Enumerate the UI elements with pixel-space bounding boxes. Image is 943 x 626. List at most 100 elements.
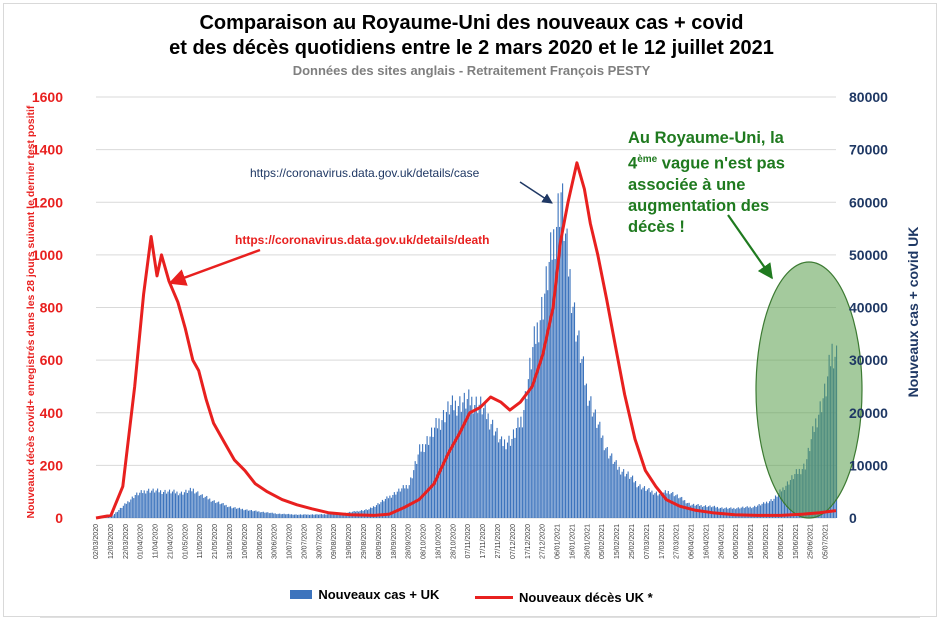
cases-bar bbox=[505, 449, 506, 518]
cases-bar bbox=[611, 453, 612, 518]
left-axis-tick-label: 1600 bbox=[32, 89, 63, 105]
fourth-wave-note: Au Royaume-Uni, la 4ème vague n'est pas … bbox=[628, 128, 828, 238]
cases-bar bbox=[267, 512, 268, 518]
cases-bar bbox=[456, 416, 457, 518]
cases-bar bbox=[571, 313, 572, 518]
x-axis-tick-label: 08/09/2020 bbox=[376, 524, 383, 559]
cases-bar bbox=[544, 294, 545, 518]
cases-bar bbox=[625, 476, 626, 518]
cases-bar bbox=[170, 493, 171, 518]
cases-bar bbox=[395, 495, 396, 518]
cases-bar bbox=[212, 501, 213, 518]
right-axis-tick-label: 20000 bbox=[849, 405, 888, 421]
cases-bar bbox=[494, 435, 495, 518]
cases-bar bbox=[203, 498, 204, 518]
cases-bar bbox=[169, 490, 170, 518]
cases-bar bbox=[142, 493, 143, 518]
cases-bar bbox=[549, 262, 550, 518]
right-axis-tick-label: 0 bbox=[849, 510, 857, 526]
cases-bar bbox=[581, 359, 582, 518]
cases-bar bbox=[510, 446, 511, 518]
cases-bar bbox=[281, 514, 282, 518]
cases-bar bbox=[550, 232, 551, 518]
x-axis-tick-label: 20/06/2020 bbox=[257, 524, 264, 559]
case-source-annotation: https://coronavirus.data.gov.uk/details/… bbox=[250, 166, 480, 180]
x-axis-tick-label: 28/09/2020 bbox=[406, 524, 413, 559]
cases-bar bbox=[468, 389, 469, 518]
cases-bar bbox=[619, 467, 620, 518]
x-axis-tick-label: 17/11/2020 bbox=[480, 524, 487, 559]
x-axis-tick-label: 06/04/2021 bbox=[689, 524, 696, 559]
cases-bar bbox=[117, 512, 118, 518]
legend-swatch-deaths bbox=[475, 596, 513, 599]
cases-bar bbox=[157, 489, 158, 518]
cases-bar bbox=[653, 495, 654, 518]
cases-bar bbox=[188, 490, 189, 518]
cases-bar bbox=[572, 307, 573, 518]
cases-bar bbox=[452, 395, 453, 518]
cases-bar bbox=[249, 510, 250, 518]
right-axis-tick-label: 60000 bbox=[849, 194, 888, 210]
cases-bar bbox=[628, 471, 629, 518]
x-axis-tick-label: 30/07/2020 bbox=[316, 524, 323, 559]
cases-bar bbox=[584, 385, 585, 518]
cases-bar bbox=[632, 476, 633, 518]
cases-bar bbox=[123, 506, 124, 518]
cases-bar bbox=[644, 486, 645, 518]
cases-bar bbox=[394, 492, 395, 518]
left-axis-tick-label: 600 bbox=[40, 352, 64, 368]
x-axis-tick-label: 02/03/2020 bbox=[93, 524, 100, 559]
cases-bar bbox=[115, 512, 116, 518]
cases-bar bbox=[470, 405, 471, 518]
cases-bar bbox=[190, 488, 191, 518]
cases-bar bbox=[471, 397, 472, 518]
cases-bar bbox=[586, 384, 587, 518]
cases-bar bbox=[634, 482, 635, 518]
x-axis-tick-label: 10/07/2020 bbox=[287, 524, 294, 559]
cases-bar bbox=[325, 515, 326, 518]
cases-bar bbox=[245, 510, 246, 518]
cases-bar bbox=[592, 417, 593, 518]
x-axis-tick-label: 05/02/2021 bbox=[599, 524, 606, 559]
cases-bar bbox=[255, 511, 256, 519]
cases-bar bbox=[455, 401, 456, 518]
cases-bar bbox=[736, 508, 737, 518]
cases-bar bbox=[648, 488, 649, 518]
cases-bar bbox=[136, 493, 137, 518]
cases-bar bbox=[318, 515, 319, 518]
cases-bar bbox=[540, 320, 541, 518]
cases-bar bbox=[398, 489, 399, 518]
x-axis-tick-label: 09/08/2020 bbox=[331, 524, 338, 559]
legend-item-deaths: Nouveaux décès UK * bbox=[475, 590, 653, 605]
cases-bar bbox=[120, 508, 121, 518]
cases-bar bbox=[674, 496, 675, 518]
cases-bar bbox=[523, 410, 524, 518]
x-axis-tick-label: 27/11/2020 bbox=[495, 524, 502, 559]
cases-bar bbox=[197, 491, 198, 518]
x-axis-tick-label: 26/04/2021 bbox=[718, 524, 725, 559]
cases-bar bbox=[541, 297, 542, 518]
cases-bar bbox=[407, 489, 408, 518]
cases-bar bbox=[654, 493, 655, 518]
cases-bar bbox=[397, 492, 398, 518]
cases-bar bbox=[623, 469, 624, 518]
cases-bar bbox=[616, 460, 617, 518]
cases-bar bbox=[635, 481, 636, 518]
cases-bar bbox=[284, 514, 285, 518]
cases-bar bbox=[534, 326, 535, 518]
cases-bar bbox=[138, 495, 139, 518]
cases-bar bbox=[638, 486, 639, 518]
x-axis-tick-label: 31/05/2020 bbox=[227, 524, 234, 559]
cases-bar bbox=[500, 439, 501, 518]
cases-bar bbox=[668, 491, 669, 518]
cases-bar bbox=[400, 492, 401, 518]
cases-bar bbox=[605, 448, 606, 518]
cases-bar bbox=[230, 506, 231, 518]
x-axis-tick-label: 05/07/2021 bbox=[823, 524, 830, 559]
cases-bar bbox=[270, 513, 271, 518]
cases-bar bbox=[147, 491, 148, 518]
cases-bar bbox=[236, 509, 237, 518]
cases-bar bbox=[269, 513, 270, 518]
cases-bar bbox=[739, 509, 740, 518]
